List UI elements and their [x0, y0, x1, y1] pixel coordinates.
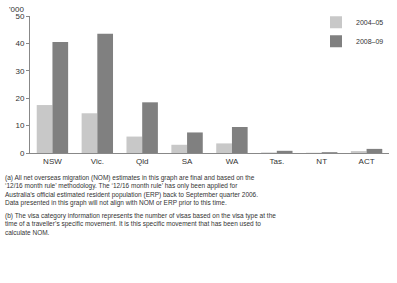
svg-text:10: 10	[15, 121, 24, 130]
svg-text:'000: '000	[9, 5, 24, 14]
svg-text:2004–05: 2004–05	[356, 19, 383, 26]
svg-text:Tas.: Tas.	[269, 157, 284, 166]
svg-text:0: 0	[20, 149, 25, 158]
svg-text:30: 30	[15, 67, 24, 76]
svg-text:NSW: NSW	[43, 157, 62, 166]
svg-text:NT: NT	[316, 157, 327, 166]
svg-text:40: 40	[15, 39, 24, 48]
svg-text:Qld: Qld	[136, 157, 148, 166]
svg-text:2008–09: 2008–09	[356, 38, 383, 45]
svg-text:20: 20	[15, 94, 24, 103]
svg-text:Vic.: Vic.	[91, 157, 104, 166]
svg-text:WA: WA	[226, 157, 239, 166]
svg-text:50: 50	[15, 12, 24, 21]
svg-text:SA: SA	[182, 157, 193, 166]
svg-text:ACT: ACT	[359, 157, 375, 166]
svg-text:(b) The visa category informat: (b) The visa category information repres…	[5, 212, 276, 236]
svg-text:(a) All net overseas migration: (a) All net overseas migration (NOM) est…	[5, 174, 258, 207]
